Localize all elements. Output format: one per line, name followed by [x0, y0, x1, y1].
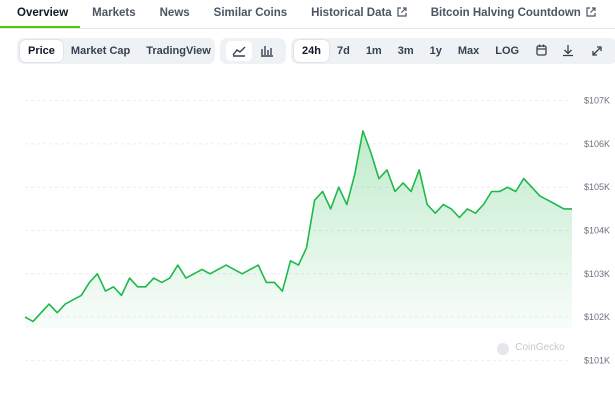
- chart-type-icons[interactable]: [223, 38, 283, 64]
- range-button-text: 1m: [365, 45, 382, 57]
- tab-bar: Overview Markets News Similar Coins Historic…: [0, 0, 615, 29]
- tab[interactable]: Bitcoin Halving Countdown: [419, 0, 608, 27]
- range-button-text: LOG: [495, 45, 520, 57]
- range-button[interactable]: 7d: [329, 40, 358, 62]
- y-tick-label: $101K: [584, 355, 610, 365]
- tab[interactable]: Similar Coins: [202, 0, 300, 27]
- view-button-text: Market Cap: [70, 45, 131, 57]
- y-tick-label: $102K: [584, 312, 610, 322]
- range-button-text: 7d: [336, 45, 350, 57]
- tab-text: Overview: [17, 7, 69, 19]
- view-button[interactable]: TradingView: [138, 40, 219, 62]
- range-group: 24h 7d 1m 3m 1y Max LOG: [291, 38, 615, 64]
- range-button-text: 1y: [429, 45, 442, 57]
- range-button[interactable]: 1y: [422, 40, 450, 62]
- view-button[interactable]: Market Cap: [63, 40, 138, 62]
- y-tick-label: $104K: [584, 225, 610, 235]
- y-tick-label: $105K: [584, 182, 610, 192]
- tab[interactable]: Markets: [80, 0, 147, 27]
- view-button[interactable]: Price: [20, 40, 63, 62]
- tab-text: News: [159, 7, 190, 19]
- external-icon: [397, 7, 407, 17]
- tab-text: Similar Coins: [213, 7, 288, 19]
- y-tick-label: $103K: [584, 269, 610, 279]
- range-button[interactable]: 3m: [390, 40, 422, 62]
- view-button-text: Price: [28, 45, 55, 57]
- view-group: Price Market Cap TradingView: [17, 38, 215, 64]
- chart-type-group: [220, 38, 286, 64]
- tool-icons[interactable]: [527, 38, 614, 64]
- watermark-logo: [497, 343, 509, 355]
- y-tick-label: $106K: [584, 139, 610, 149]
- tab[interactable]: News: [148, 0, 202, 27]
- price-line: [24, 130, 572, 323]
- range-button[interactable]: 24h: [294, 40, 329, 62]
- watermark: CoinGecko: [515, 342, 565, 353]
- range-button[interactable]: LOG: [487, 40, 527, 62]
- view-button-text: TradingView: [146, 45, 211, 57]
- range-button[interactable]: Max: [450, 40, 487, 62]
- tab[interactable]: Overview: [0, 0, 81, 28]
- range-button-text: 3m: [397, 45, 414, 57]
- range-button-text: 24h: [302, 45, 321, 57]
- area: [25, 130, 572, 328]
- range-button-text: Max: [457, 45, 480, 57]
- external-icon: [586, 7, 596, 17]
- tab-text: Bitcoin Halving Countdown: [430, 7, 581, 19]
- range-button[interactable]: 1m: [358, 40, 390, 62]
- tab-text: Markets: [92, 7, 136, 19]
- tab-text: Historical Data: [311, 7, 392, 19]
- y-tick-label: $107K: [584, 96, 610, 106]
- tab[interactable]: Historical Data: [299, 0, 419, 27]
